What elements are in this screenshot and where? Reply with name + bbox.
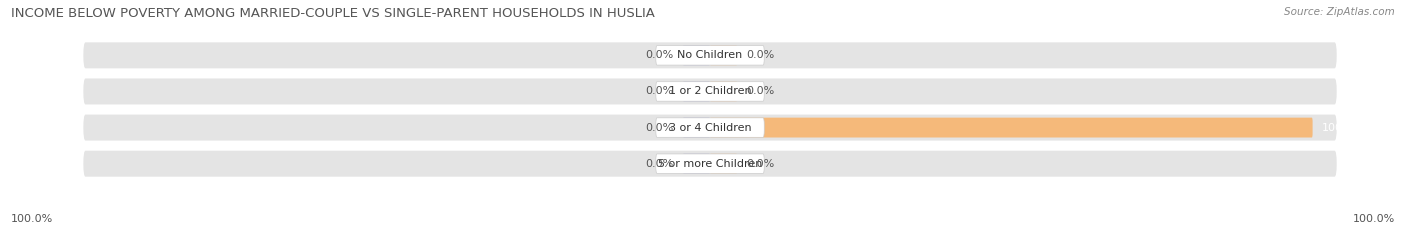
FancyBboxPatch shape xyxy=(83,42,1337,68)
Text: INCOME BELOW POVERTY AMONG MARRIED-COUPLE VS SINGLE-PARENT HOUSEHOLDS IN HUSLIA: INCOME BELOW POVERTY AMONG MARRIED-COUPL… xyxy=(11,7,655,20)
FancyBboxPatch shape xyxy=(683,154,710,174)
Text: 0.0%: 0.0% xyxy=(645,50,673,60)
Text: 0.0%: 0.0% xyxy=(645,159,673,169)
FancyBboxPatch shape xyxy=(655,154,765,173)
FancyBboxPatch shape xyxy=(710,45,737,65)
FancyBboxPatch shape xyxy=(683,45,710,65)
Text: 0.0%: 0.0% xyxy=(747,159,775,169)
Text: 0.0%: 0.0% xyxy=(747,50,775,60)
FancyBboxPatch shape xyxy=(655,46,765,65)
FancyBboxPatch shape xyxy=(710,82,737,101)
FancyBboxPatch shape xyxy=(655,118,765,137)
Text: Source: ZipAtlas.com: Source: ZipAtlas.com xyxy=(1284,7,1395,17)
FancyBboxPatch shape xyxy=(683,118,710,137)
FancyBboxPatch shape xyxy=(83,115,1337,140)
Text: 0.0%: 0.0% xyxy=(645,123,673,133)
Text: 100.0%: 100.0% xyxy=(1353,214,1395,224)
Text: 100.0%: 100.0% xyxy=(1322,123,1364,133)
Text: 0.0%: 0.0% xyxy=(747,86,775,96)
Text: No Children: No Children xyxy=(678,50,742,60)
FancyBboxPatch shape xyxy=(710,154,737,174)
Text: 100.0%: 100.0% xyxy=(11,214,53,224)
FancyBboxPatch shape xyxy=(83,151,1337,177)
FancyBboxPatch shape xyxy=(83,79,1337,104)
FancyBboxPatch shape xyxy=(710,118,1313,137)
Text: 1 or 2 Children: 1 or 2 Children xyxy=(669,86,751,96)
FancyBboxPatch shape xyxy=(655,82,765,101)
Text: 0.0%: 0.0% xyxy=(645,86,673,96)
Text: 5 or more Children: 5 or more Children xyxy=(658,159,762,169)
Text: 3 or 4 Children: 3 or 4 Children xyxy=(669,123,751,133)
FancyBboxPatch shape xyxy=(683,82,710,101)
